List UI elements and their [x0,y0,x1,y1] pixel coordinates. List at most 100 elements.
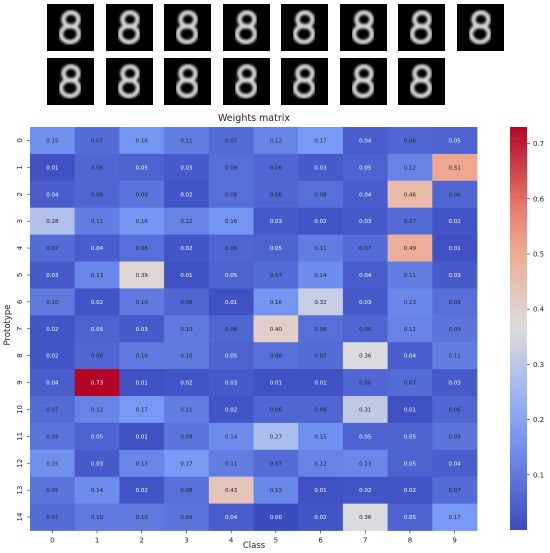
heatmap-cell [30,234,76,262]
cell-value-label: 0.16 [270,300,283,306]
heatmap-cell [74,449,120,478]
heatmap-cell [298,153,344,182]
heatmap-cell [74,396,120,424]
x-axis-ticks: 0 1 2 3 4 5 6 7 8 9 [50,530,457,545]
cell-value-label: 0.11 [180,138,192,144]
cell-value-label: 0.27 [270,434,283,440]
cell-value-label: 0.01 [136,434,148,440]
cell-value-label: 0.07 [225,138,238,144]
cell-value-label: 0.10 [180,354,193,360]
cell-value-label: 0.08 [449,300,462,306]
heatmap-cell [119,342,165,370]
heatmap-cell [298,503,344,531]
cell-value-label: 0.06 [449,192,462,198]
cell-value-label: 0.02 [180,381,192,387]
heatmap-cell [298,234,344,262]
cell-value-label: 0.13 [359,461,372,467]
cell-value-label: 0.01 [314,488,326,494]
y-tick-label: 1 [16,165,24,169]
cell-value-label: 0.40 [270,327,283,333]
cell-value-label: 0.11 [180,407,192,413]
cell-value-label: 0.15 [314,434,327,440]
cell-value-label: 0.03 [449,381,462,387]
y-tick-label: 13 [16,486,24,495]
heatmap-cell [342,180,388,209]
cell-value-label: 0.08 [180,488,193,494]
heatmap-cell [119,180,165,209]
heatmap-cell [387,234,433,262]
cell-value-label: 0.07 [46,515,59,521]
heatmap-cell [30,261,76,289]
cell-value-label: 0.17 [136,407,149,413]
heatmap-cell [342,396,388,424]
colorbar [510,127,527,530]
colorbar-tick-label: 0.5 [533,250,544,258]
heatmap-cell [74,180,120,209]
colorbar-ticks: 0.1 0.2 0.3 0.4 0.5 0.6 0.7 [527,140,545,479]
heatmap-cell [119,422,165,451]
heatmap-cell [253,476,299,504]
cell-value-label: 0.04 [359,192,372,198]
cell-value-label: 0.07 [449,488,462,494]
heatmap-cell [253,288,299,316]
heatmap-cell [253,503,299,531]
cell-value-label: 0.04 [91,246,104,252]
heatmap-cell [387,422,433,451]
heatmap-cell [119,288,165,316]
heatmap-cell [432,180,478,209]
cell-value-label: 0.08 [314,327,327,333]
heatmap-cell [387,342,433,370]
heatmap-cell [387,127,433,155]
cell-value-label: 0.43 [225,488,238,494]
heatmap-cell [342,315,388,343]
cell-value-label: 0.04 [359,138,372,144]
heatmap-cell [298,207,344,235]
heatmap-cell [119,234,165,262]
cell-value-label: 0.11 [449,354,461,360]
heatmap-cells: 0.15 0.07 0.16 0.11 0.07 0.12 0.17 0.04 0.06 0.05… [30,127,478,531]
cell-value-label: 0.06 [180,300,193,306]
heatmap-cell [164,476,210,504]
cell-value-label: 0.05 [91,434,104,440]
heatmap-cell [119,315,165,343]
cell-value-label: 0.06 [270,192,283,198]
heatmap-cell [342,153,388,182]
cell-value-label: 0.03 [449,273,462,279]
heatmap-cell [74,153,120,182]
y-tick-label: 11 [16,432,24,441]
cell-value-label: 0.07 [404,381,417,387]
cell-value-label: 0.02 [404,488,416,494]
cell-value-label: 0.06 [359,327,372,333]
cell-value-label: 0.06 [359,381,372,387]
cell-value-label: 0.00 [270,515,283,521]
cell-value-label: 0.09 [46,434,59,440]
cell-value-label: 0.12 [314,461,326,467]
cell-value-label: 0.04 [46,192,59,198]
cell-value-label: 0.12 [404,165,416,171]
heatmap-cell [253,422,299,451]
cell-value-label: 0.09 [449,327,462,333]
cell-value-label: 0.08 [270,354,283,360]
heatmap-cell [119,476,165,504]
digit-8-prototype-image [164,58,211,105]
cell-value-label: 0.07 [46,246,59,252]
cell-value-label: 0.03 [314,165,327,171]
cell-value-label: 0.02 [225,407,237,413]
heatmap-cell [387,261,433,289]
heatmap-cell [432,422,478,451]
heatmap-cell [208,234,254,262]
digit-8-prototype-image [339,58,387,105]
heatmap-cell [387,449,433,478]
cell-value-label: 0.11 [404,273,416,279]
heatmap-cell [298,261,344,289]
heatmap-cell [208,396,254,424]
cell-value-label: 0.46 [404,192,417,198]
heatmap-cell [119,396,165,424]
cell-value-label: 0.12 [180,219,192,225]
heatmap-cell [119,207,165,235]
cell-value-label: 0.06 [91,192,104,198]
heatmap-cell [119,261,165,289]
heatmap-cell [74,422,120,451]
x-tick-label: 0 [50,537,54,545]
digit-8-prototype-image [398,58,445,105]
